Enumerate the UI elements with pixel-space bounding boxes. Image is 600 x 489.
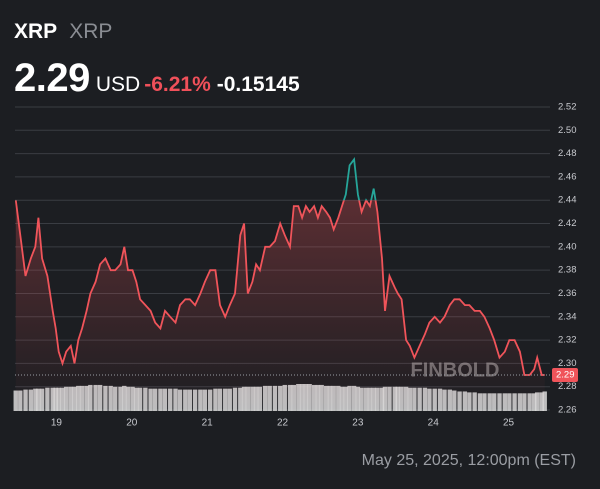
x-tick-label: 24 bbox=[428, 418, 440, 429]
volume-bar bbox=[13, 390, 18, 411]
symbol-name: XRP bbox=[69, 20, 113, 43]
x-tick-label: 21 bbox=[202, 418, 214, 429]
y-tick-label: 2.46 bbox=[558, 171, 577, 182]
volume-bar bbox=[542, 391, 547, 411]
price: 2.29 bbox=[14, 56, 90, 100]
y-tick-label: 2.52 bbox=[558, 102, 577, 113]
header-symbols: XRP XRP bbox=[14, 20, 112, 44]
y-tick-label: 2.44 bbox=[558, 195, 577, 206]
y-tick-label: 2.38 bbox=[558, 265, 577, 276]
y-tick-label: 2.26 bbox=[558, 405, 577, 416]
x-tick-label: 20 bbox=[126, 418, 138, 429]
symbol: XRP bbox=[14, 20, 58, 43]
change: -0.15145 bbox=[216, 73, 300, 96]
y-tick-label: 2.28 bbox=[558, 381, 577, 392]
x-tick-label: 19 bbox=[51, 418, 63, 429]
last-price-tag bbox=[552, 368, 578, 383]
y-tick-label: 2.32 bbox=[558, 335, 577, 346]
timestamp: May 25, 2025, 12:00pm (EST) bbox=[361, 452, 576, 469]
x-tick-label: 23 bbox=[352, 418, 364, 429]
price-line-down bbox=[14, 200, 545, 376]
y-tick-label: 2.42 bbox=[558, 218, 577, 229]
change-percent: -6.21% bbox=[144, 73, 211, 96]
y-tick-label: 2.36 bbox=[558, 288, 577, 299]
y-tick-label: 2.30 bbox=[558, 358, 577, 369]
y-tick-label: 2.48 bbox=[558, 148, 577, 159]
last-price-label: 2.29 bbox=[556, 370, 575, 381]
header-price: 2.29 USD -6.21% -0.15145 bbox=[14, 56, 300, 101]
y-tick-label: 2.34 bbox=[558, 311, 577, 322]
y-tick-label: 2.50 bbox=[558, 125, 577, 136]
x-tick-label: 25 bbox=[503, 418, 515, 429]
x-tick-label: 22 bbox=[277, 418, 289, 429]
price-area bbox=[15, 200, 545, 410]
y-tick-label: 2.40 bbox=[558, 241, 577, 252]
currency: USD bbox=[95, 73, 141, 96]
